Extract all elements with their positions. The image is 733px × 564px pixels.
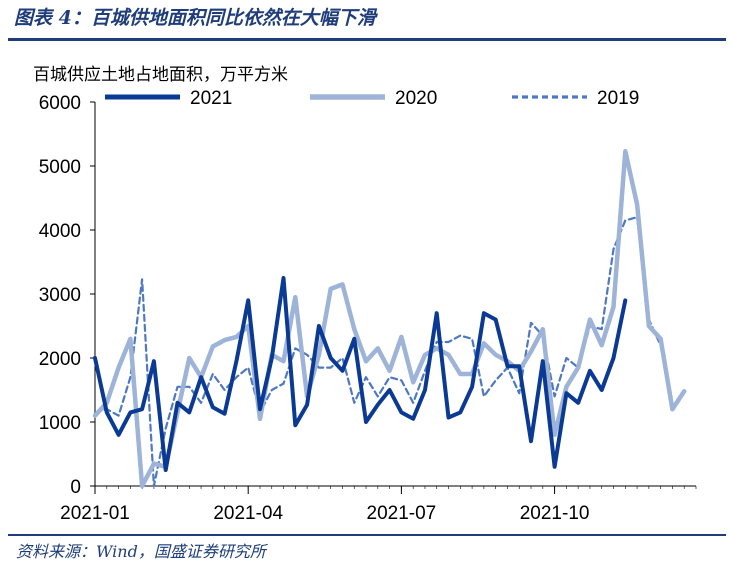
source-note: 资料来源：Wind，国盛证券研究所 [16,542,266,561]
series-layer [92,149,687,489]
x-tick-label: 2021-04 [213,503,283,524]
legend-label-2019: 2019 [597,88,639,109]
title-rule [8,38,726,41]
y-tick-label: 0 [70,477,81,498]
y-axis-unit-label: 百城供应土地占地面积，万平方米 [33,65,288,85]
series-line-2020 [92,149,687,489]
y-tick-label: 5000 [39,157,81,178]
legend-label-2020: 2020 [395,88,437,109]
x-tick-label: 2021-07 [367,503,437,524]
y-tick-label: 3000 [39,285,81,306]
y-tick-label: 2000 [39,349,81,370]
series-line-2019 [93,216,674,488]
axis-layer: 0 1000 2000 3000 4000 5000 6000 2021-01 2021-04 2… [39,93,697,524]
x-tick-label: 2021-10 [520,503,590,524]
legend: 2021 2020 2019 [105,88,639,109]
series-line-2021 [93,276,628,472]
legend-label-2021: 2021 [190,88,232,109]
y-tick-label: 1000 [39,413,81,434]
figure-title: 图表 4：百城供地面积同比依然在大幅下滑 [14,7,376,29]
y-tick-label: 4000 [39,221,81,242]
y-tick-label: 6000 [39,93,81,114]
x-tick-label: 2021-01 [60,503,130,524]
source-rule [8,534,726,536]
